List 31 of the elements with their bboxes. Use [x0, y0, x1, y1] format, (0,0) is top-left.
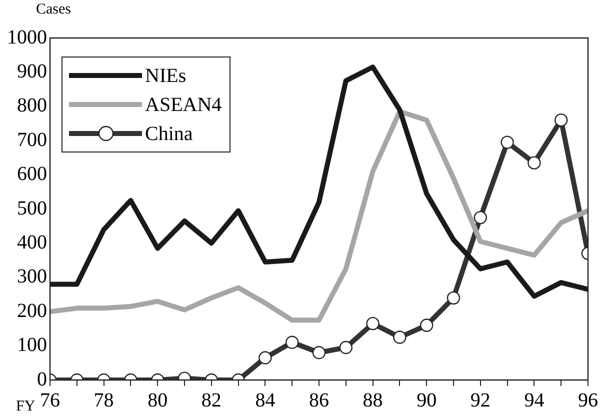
y-tick-label: 400 — [17, 231, 47, 254]
x-tick-label: 76 — [40, 389, 60, 412]
point — [528, 156, 541, 170]
x-tick-label: 92 — [470, 389, 490, 412]
y-tick-label: 0 — [37, 368, 47, 390]
y-tick-label: 900 — [17, 60, 47, 82]
y-tick-label: 300 — [17, 266, 47, 288]
x-tick-label: 96 — [578, 389, 598, 412]
x-tick-label: 86 — [309, 389, 329, 412]
y-tick-label: 500 — [17, 197, 47, 220]
y-tick-label: 600 — [17, 163, 47, 186]
legend-label: China — [145, 122, 193, 145]
point — [500, 136, 514, 149]
point — [474, 210, 487, 224]
x-tick-label: 80 — [148, 389, 168, 412]
y-tick-label: 1000 — [7, 26, 47, 48]
y-tick-label: 700 — [17, 128, 47, 151]
y-tick-label: 200 — [17, 300, 47, 322]
x-tick-label: 78 — [94, 389, 114, 412]
x-tick-label: 84 — [255, 389, 276, 412]
point — [554, 113, 568, 127]
legend-label: ASEAN4 — [145, 94, 222, 116]
x-tick-label: 82 — [201, 389, 222, 412]
y-tick-label: 100 — [17, 334, 47, 356]
y-axis-title: Cases — [36, 1, 72, 18]
x-tick-label: 88 — [362, 389, 383, 412]
x-axis-title: FY — [16, 398, 36, 414]
legend-label: NIEs — [145, 64, 186, 87]
x-tick-label: 90 — [416, 389, 437, 412]
y-tick-label: 800 — [17, 94, 47, 117]
x-tick-label: 94 — [524, 389, 544, 412]
